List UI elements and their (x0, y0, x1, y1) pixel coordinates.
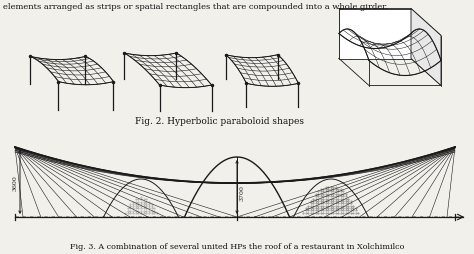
Polygon shape (339, 9, 411, 59)
Text: 3600: 3600 (12, 174, 18, 190)
Text: elements arranged as strips or spatial rectangles that are compounded into a who: elements arranged as strips or spatial r… (3, 3, 388, 11)
Text: Fig. 3. A combination of several united HPs the roof of a restaurant in Xolchimi: Fig. 3. A combination of several united … (70, 242, 404, 250)
Text: 3700: 3700 (239, 184, 245, 200)
Text: Fig. 2. Hyperbolic paraboloid shapes: Fig. 2. Hyperbolic paraboloid shapes (136, 117, 304, 125)
Polygon shape (411, 9, 441, 86)
